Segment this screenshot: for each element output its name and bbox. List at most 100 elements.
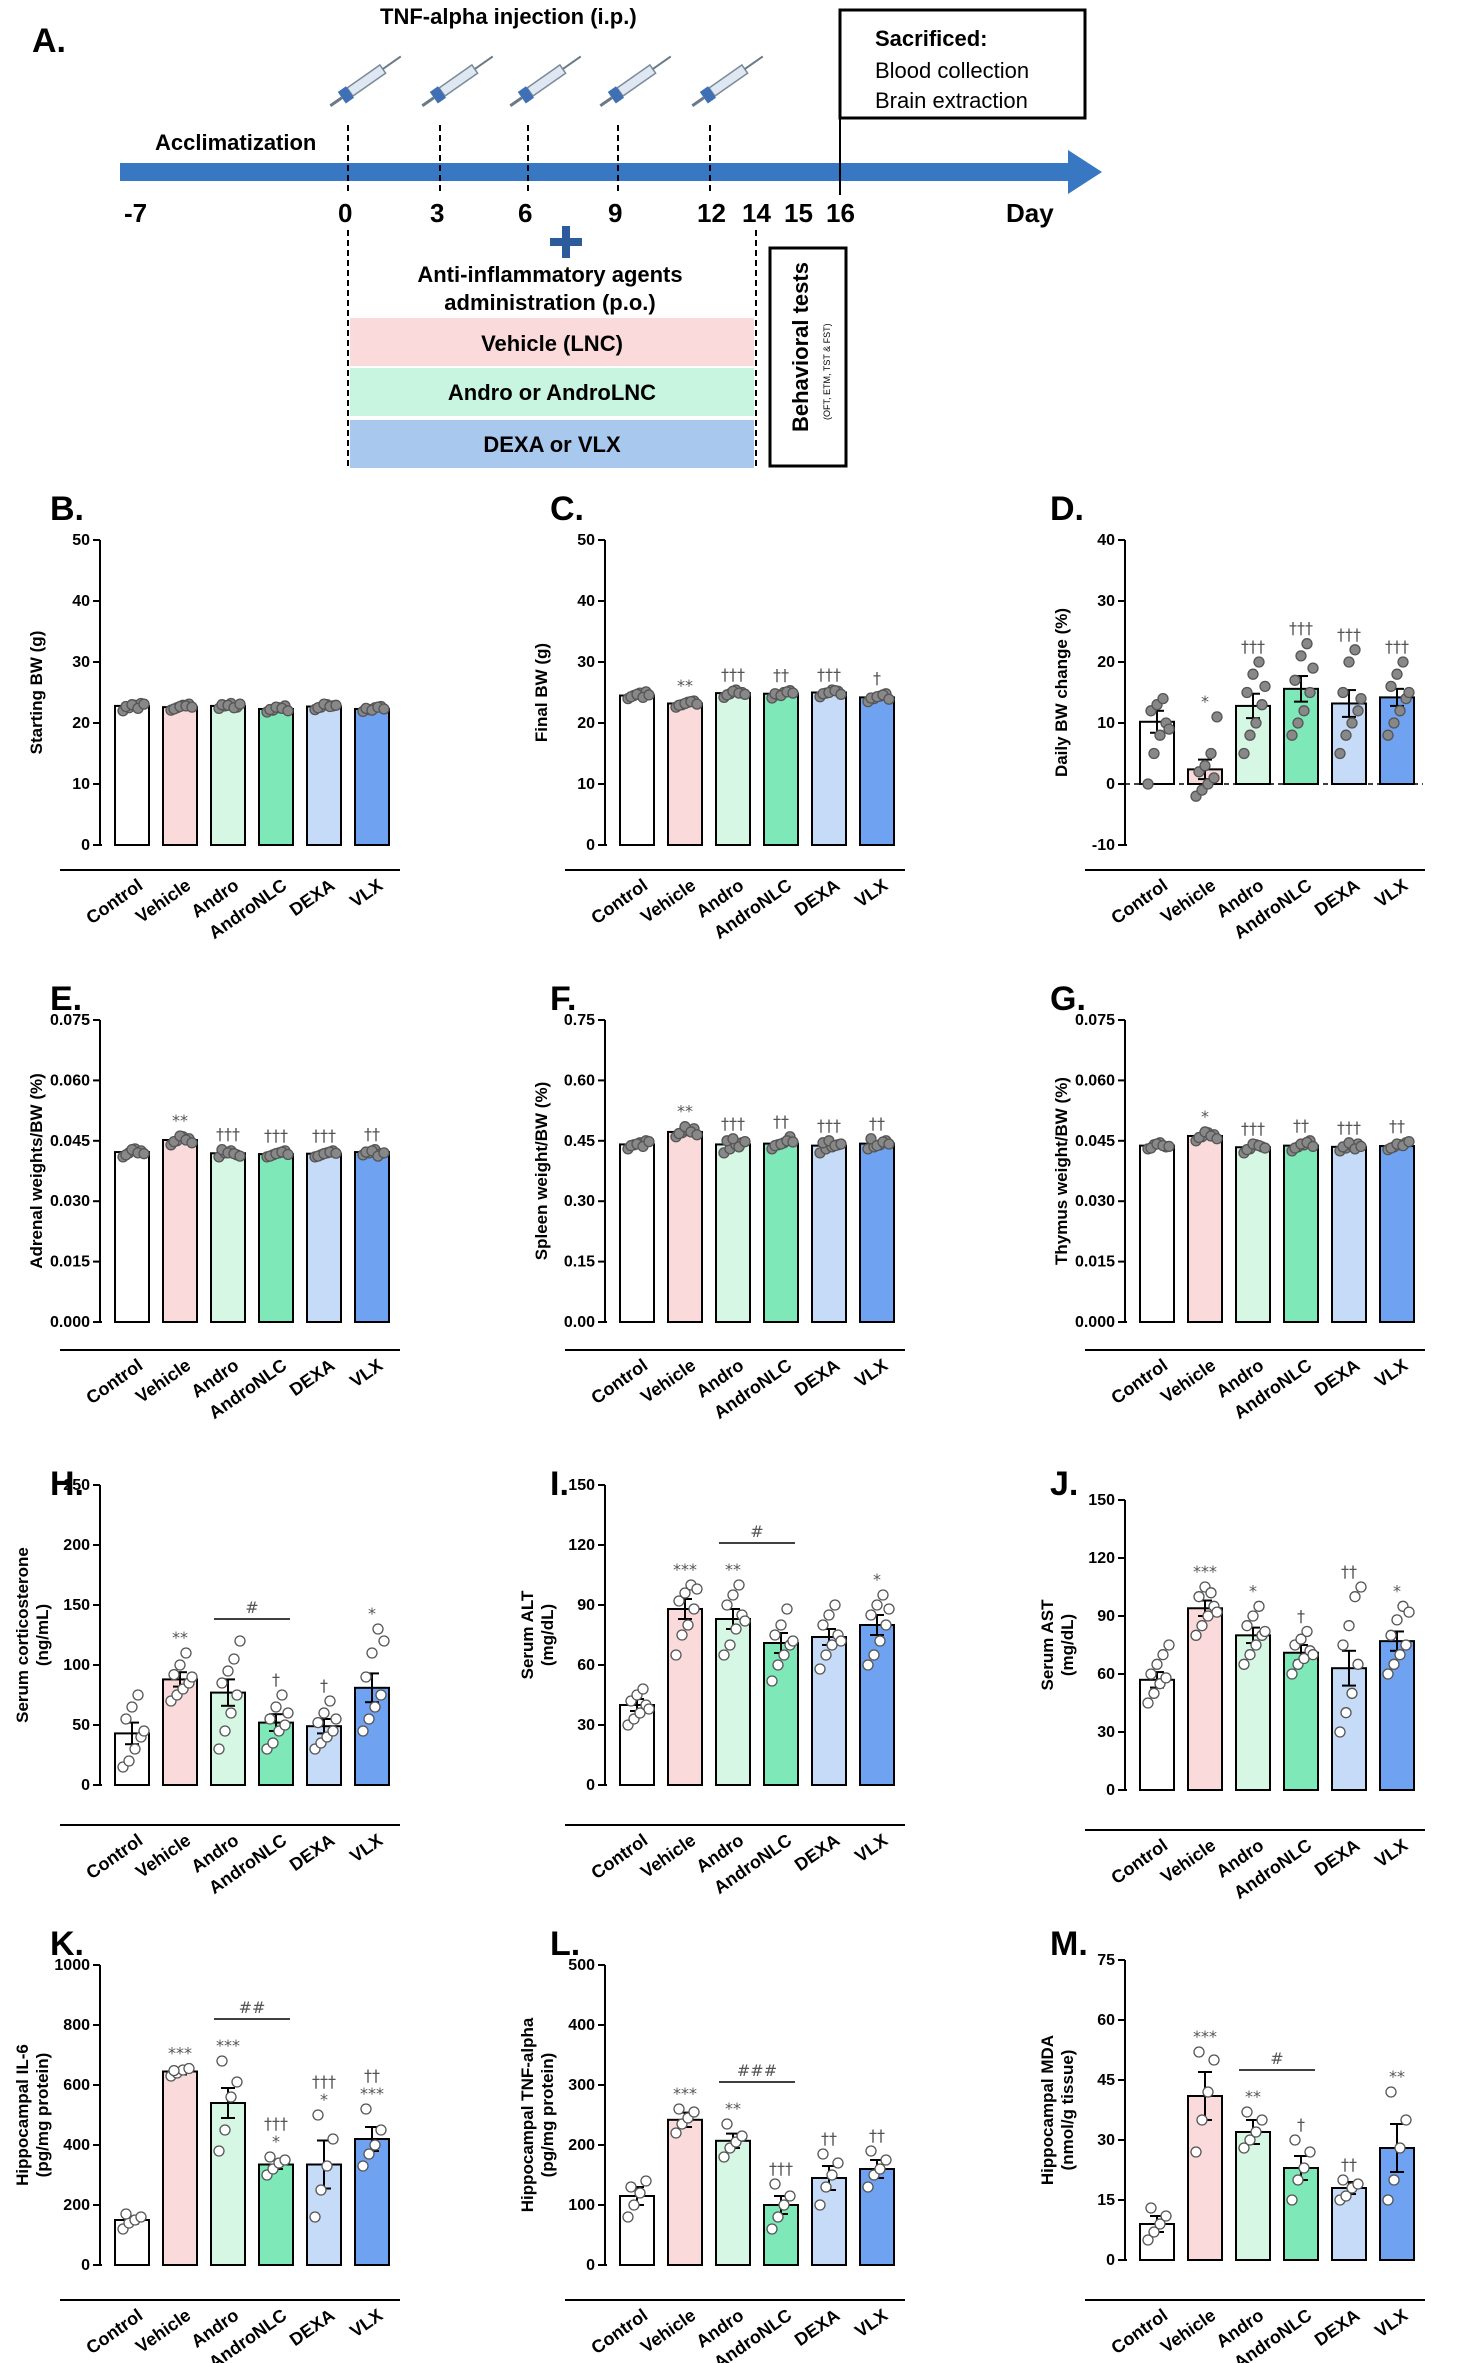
category-label: Control <box>1107 2305 1171 2358</box>
data-point <box>360 1671 372 1683</box>
bar-vehicle <box>667 2118 703 2267</box>
data-point <box>736 2130 748 2142</box>
day-unit-label: Day <box>1006 198 1054 228</box>
y-tick-label: 0.45 <box>564 1133 595 1150</box>
data-point <box>1145 1668 1157 1680</box>
data-point <box>769 2178 781 2190</box>
bar-andro <box>210 1152 246 1324</box>
significance-label: * <box>873 1570 881 1589</box>
data-point <box>378 1147 390 1159</box>
data-point <box>1190 1629 1202 1641</box>
data-point <box>730 1623 742 1635</box>
y-tick-label: 60 <box>1097 2012 1115 2029</box>
data-point <box>829 1599 841 1611</box>
data-point <box>1397 656 1409 668</box>
panel-label: H. <box>50 1465 84 1503</box>
data-point <box>1196 2114 1208 2126</box>
data-point <box>138 1725 150 1737</box>
significance-label: ††† <box>1385 637 1409 656</box>
y-tick-label: 20 <box>1097 654 1115 671</box>
data-point <box>718 2151 730 2163</box>
data-point <box>1391 668 1403 680</box>
data-point <box>1142 2234 1154 2246</box>
bar-vehicle <box>1187 1134 1223 1324</box>
data-point <box>186 701 198 713</box>
data-point <box>1205 1587 1217 1599</box>
data-point <box>1211 711 1223 723</box>
y-axis-label-unit: (pg/mg protein) <box>538 2053 557 2178</box>
bar-vlx <box>1379 1145 1415 1323</box>
y-tick-label: 250 <box>63 1477 90 1494</box>
significance-label: ** <box>725 1560 741 1579</box>
data-point <box>883 693 895 705</box>
category-label: DEXA <box>286 1830 338 1875</box>
data-point <box>691 1583 703 1595</box>
schematic-panel: A. TNF-alpha injection (i.p.) Acclimatiz… <box>32 4 1102 470</box>
data-point <box>219 1725 231 1737</box>
data-point <box>1301 638 1313 650</box>
significance-label: ††† <box>817 665 841 684</box>
significance-label: ††† <box>264 2114 288 2133</box>
data-point <box>1334 1726 1346 1738</box>
data-point <box>1385 2086 1397 2098</box>
syringe-icon <box>329 55 402 107</box>
category-label: DEXA <box>791 875 843 920</box>
panel-label-a: A. <box>32 22 66 60</box>
significance-label: † <box>1297 1606 1305 1625</box>
y-tick-label: 0 <box>1106 2252 1115 2269</box>
timeline-markers <box>347 125 711 195</box>
y-tick-label: 100 <box>63 1657 90 1674</box>
y-tick-label: 20 <box>577 715 595 732</box>
y-axis-label: Hippocampal TNF-alpha <box>518 2017 537 2212</box>
data-point <box>835 1635 847 1647</box>
bar-control <box>619 1143 655 1323</box>
category-label: Control <box>587 875 651 928</box>
data-point <box>1211 1606 1223 1618</box>
data-point <box>1382 2194 1394 2206</box>
data-point <box>874 1635 886 1647</box>
treatment-bands: Vehicle (LNC) Andro or AndroLNC DEXA or … <box>350 318 754 468</box>
data-point <box>1352 705 1364 717</box>
data-point <box>309 2211 321 2223</box>
data-point <box>1391 1614 1403 1626</box>
chart-panel-b: B. 0 10 20 30 40 50 Starting BW (g) ControlVehic… <box>27 490 400 943</box>
data-point <box>883 1138 895 1150</box>
data-point <box>1340 1707 1352 1719</box>
data-point <box>363 1713 375 1725</box>
data-point <box>871 1599 883 1611</box>
significance-label: ** <box>677 676 693 695</box>
data-point <box>835 688 847 700</box>
data-point <box>1142 778 1154 790</box>
data-point <box>216 1677 228 1689</box>
data-point <box>1301 1625 1313 1638</box>
data-point <box>1205 747 1217 760</box>
data-point <box>673 1595 685 1607</box>
data-point <box>1385 680 1397 693</box>
data-point <box>1190 2146 1202 2158</box>
data-point <box>1208 772 1220 784</box>
category-label: Vehicle <box>637 875 699 927</box>
category-label: VLX <box>851 1355 891 1391</box>
significance-label: ** <box>725 2099 741 2118</box>
data-point <box>670 2127 682 2139</box>
data-point <box>1346 717 1358 729</box>
significance-label: †† <box>869 1114 885 1133</box>
data-point <box>1388 2174 1400 2186</box>
data-point <box>216 2055 228 2067</box>
y-tick-label: 0.060 <box>1075 1072 1115 1089</box>
data-point <box>1394 1649 1406 1661</box>
data-point <box>1394 705 1406 717</box>
band-andro <box>350 368 754 416</box>
plus-icon <box>550 226 582 258</box>
data-point <box>727 1133 739 1145</box>
data-point <box>739 688 751 700</box>
y-tick-label: 800 <box>63 2017 90 2034</box>
significance-label: ††† <box>264 1126 288 1145</box>
data-point <box>360 2103 372 2115</box>
data-point <box>219 2124 231 2136</box>
data-point <box>1193 2046 1205 2058</box>
data-point <box>1289 2134 1301 2146</box>
panel-label: C. <box>550 490 584 528</box>
